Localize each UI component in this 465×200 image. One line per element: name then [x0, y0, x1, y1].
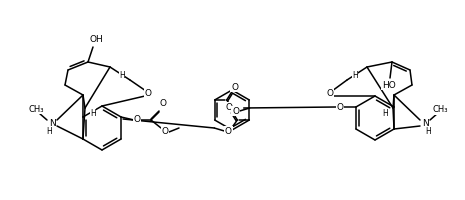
Text: O: O [231, 82, 238, 92]
Text: H: H [46, 127, 52, 136]
Text: O: O [161, 128, 168, 136]
Text: O: O [226, 103, 233, 112]
Text: H: H [425, 127, 431, 136]
Text: O: O [232, 106, 239, 116]
Text: H: H [352, 71, 358, 79]
Text: H: H [382, 108, 388, 117]
Text: HO: HO [382, 80, 396, 90]
Text: N: N [49, 118, 55, 128]
Text: H: H [90, 108, 96, 117]
Text: O: O [225, 127, 232, 136]
Text: N: N [422, 118, 428, 128]
Text: O: O [326, 88, 333, 98]
Text: O: O [159, 99, 166, 108]
Text: O: O [337, 102, 344, 112]
Text: O: O [133, 116, 140, 124]
Text: H: H [119, 71, 125, 79]
Text: CH₃: CH₃ [28, 104, 44, 114]
Text: OH: OH [89, 36, 103, 45]
Text: CH₃: CH₃ [432, 106, 448, 114]
Text: O: O [145, 88, 152, 98]
